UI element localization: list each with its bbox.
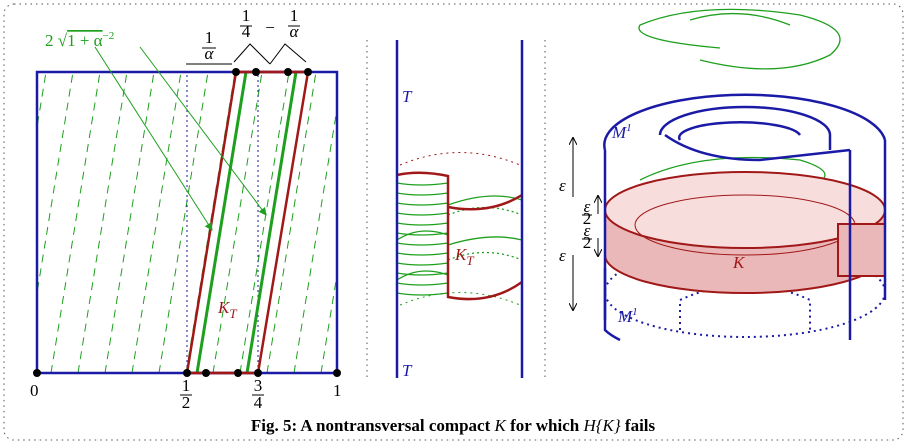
eps-label: ε xyxy=(559,246,566,265)
text-part: 1 xyxy=(626,122,632,134)
diff-label: 14 − 1α xyxy=(240,6,300,41)
leaf xyxy=(0,72,46,373)
leaf xyxy=(397,213,448,215)
tick-label: 0 xyxy=(30,381,39,400)
shape xyxy=(234,369,242,377)
shape xyxy=(252,68,260,76)
leaves xyxy=(397,183,448,295)
leaf xyxy=(397,193,448,195)
text-part: T xyxy=(466,253,474,268)
text-part: M xyxy=(617,307,633,326)
tick-label: 34 xyxy=(252,376,264,412)
leaf xyxy=(397,263,448,265)
shape: 2 xyxy=(182,393,191,412)
kt-label: KT xyxy=(217,298,237,321)
bracket xyxy=(270,44,306,64)
shape: 4 xyxy=(242,22,251,41)
shape xyxy=(202,369,210,377)
text-part: 1 xyxy=(632,306,638,318)
leaf xyxy=(397,203,448,205)
shape xyxy=(232,68,240,76)
eps-label: ε xyxy=(559,176,566,195)
width-label: 2 √1 + α−2 xyxy=(45,30,114,50)
text-part: 1 + α xyxy=(67,31,103,50)
text-part: H{K} xyxy=(582,416,620,435)
k-cut xyxy=(838,224,885,276)
leaf xyxy=(448,196,522,245)
leaf xyxy=(78,72,127,373)
rim xyxy=(660,107,830,150)
leaf xyxy=(159,72,208,373)
shape: 4 xyxy=(254,393,263,412)
arrow xyxy=(95,47,212,230)
leaf xyxy=(397,293,448,295)
bracket xyxy=(234,44,270,64)
tick-label: 12 xyxy=(180,376,192,412)
text-part: M xyxy=(611,123,627,142)
kt-label: KT xyxy=(454,245,474,268)
square xyxy=(37,72,337,373)
shape: 2 xyxy=(583,233,592,252)
leaf xyxy=(321,72,370,373)
text-part: T xyxy=(229,306,237,321)
leaf xyxy=(397,283,448,285)
text-part: for which xyxy=(506,416,584,435)
leaf xyxy=(24,72,73,373)
t-label: T xyxy=(402,87,413,106)
k-label: K xyxy=(732,253,746,272)
shape xyxy=(333,369,341,377)
m-label: M1 xyxy=(611,122,632,142)
caption: Fig. 5: A nontransversal compact K for w… xyxy=(251,416,656,435)
kt-curve xyxy=(397,173,522,299)
shape xyxy=(304,68,312,76)
shape: α xyxy=(290,22,300,41)
rim xyxy=(665,135,850,160)
leaf xyxy=(0,72,19,373)
text-part: fails xyxy=(621,416,656,435)
foliation xyxy=(0,72,370,373)
shape: α xyxy=(205,44,215,63)
leaf xyxy=(397,253,448,255)
shape xyxy=(33,369,41,377)
band-line xyxy=(197,72,246,373)
t-label: T xyxy=(402,361,413,380)
spiral xyxy=(639,9,840,69)
figure: 2 √1 + α−2 1α 14 − 1α 0 12 34 1 KT T T K… xyxy=(0,0,907,444)
leaf xyxy=(105,72,154,373)
leaf xyxy=(267,72,316,373)
leaf xyxy=(51,72,100,373)
arc xyxy=(400,153,520,166)
shape xyxy=(284,68,292,76)
leaf xyxy=(397,243,448,245)
gap-label: 1α xyxy=(202,28,216,63)
shape: − xyxy=(265,18,275,37)
text-part: Fig. 5: A nontransversal compact xyxy=(251,416,495,435)
tick-label: 1 xyxy=(333,381,342,400)
text-part: 2 xyxy=(45,31,54,50)
leaf xyxy=(397,223,448,225)
text-part: −2 xyxy=(103,30,115,42)
m-label: M1 xyxy=(617,306,638,326)
leaf xyxy=(397,183,448,185)
